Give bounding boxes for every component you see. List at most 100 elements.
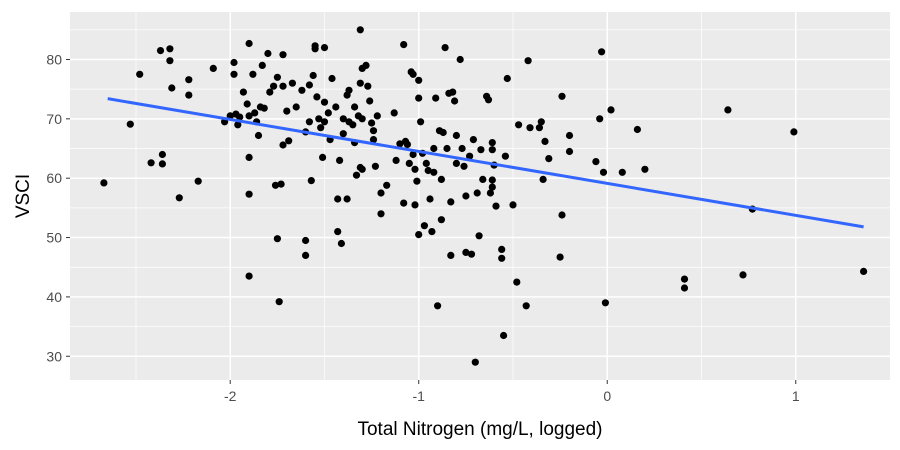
data-point bbox=[158, 150, 166, 159]
data-point bbox=[449, 88, 457, 96]
x-tick-label: 0 bbox=[603, 388, 611, 404]
data-point bbox=[426, 195, 434, 203]
data-point bbox=[539, 175, 547, 183]
y-tick-label: 70 bbox=[46, 111, 62, 127]
data-point bbox=[467, 250, 476, 258]
data-point bbox=[411, 165, 419, 173]
data-point bbox=[409, 70, 417, 78]
data-point bbox=[437, 216, 445, 224]
data-point bbox=[328, 74, 336, 83]
data-point bbox=[558, 92, 566, 100]
data-point bbox=[541, 137, 549, 145]
data-point bbox=[298, 86, 306, 94]
data-point bbox=[526, 124, 534, 132]
data-point bbox=[396, 140, 404, 148]
data-point bbox=[545, 155, 553, 163]
data-point bbox=[680, 275, 689, 283]
data-point bbox=[565, 147, 574, 156]
data-point bbox=[245, 39, 253, 48]
data-point bbox=[185, 91, 193, 99]
x-axis-title: Total Nitrogen (mg/L, logged) bbox=[357, 419, 602, 440]
data-point bbox=[462, 192, 470, 200]
trend-line bbox=[107, 97, 864, 229]
data-point bbox=[447, 198, 455, 206]
data-point bbox=[249, 70, 257, 78]
data-point bbox=[415, 76, 423, 84]
y-tick-label: 30 bbox=[46, 348, 62, 364]
data-point bbox=[415, 94, 423, 102]
data-point bbox=[279, 141, 287, 149]
data-point bbox=[403, 140, 411, 148]
data-point bbox=[320, 44, 329, 52]
data-point bbox=[462, 248, 470, 256]
data-point bbox=[556, 253, 564, 261]
data-point bbox=[432, 94, 440, 102]
data-point bbox=[486, 189, 494, 197]
data-point bbox=[270, 82, 278, 90]
data-point bbox=[415, 231, 423, 239]
data-point bbox=[509, 201, 517, 209]
data-point bbox=[368, 119, 376, 127]
data-point bbox=[458, 144, 466, 153]
data-point bbox=[724, 106, 732, 114]
data-point bbox=[537, 118, 545, 126]
data-point bbox=[243, 100, 251, 108]
panel-background bbox=[70, 12, 890, 380]
data-point bbox=[351, 103, 359, 111]
data-point bbox=[498, 245, 506, 253]
data-point bbox=[260, 104, 268, 112]
data-point bbox=[305, 118, 313, 126]
data-point bbox=[315, 115, 323, 123]
data-point bbox=[185, 76, 193, 84]
data-point bbox=[524, 57, 532, 65]
data-point bbox=[477, 146, 485, 154]
data-point bbox=[168, 84, 176, 92]
data-point bbox=[356, 79, 364, 87]
data-point bbox=[273, 235, 281, 243]
y-tick-label: 40 bbox=[46, 289, 62, 305]
data-point bbox=[369, 136, 378, 144]
data-point bbox=[618, 168, 626, 176]
data-point bbox=[413, 177, 421, 185]
data-point bbox=[471, 358, 479, 366]
data-point bbox=[447, 251, 455, 259]
data-point bbox=[292, 103, 300, 111]
y-axis-title: VSCI bbox=[13, 174, 34, 218]
data-point bbox=[245, 272, 253, 280]
data-point bbox=[239, 88, 247, 96]
data-point bbox=[337, 239, 345, 248]
data-point bbox=[283, 107, 291, 115]
data-point bbox=[452, 159, 460, 167]
data-point bbox=[319, 153, 327, 161]
data-point bbox=[364, 82, 372, 90]
data-point bbox=[515, 121, 523, 129]
data-point bbox=[492, 202, 500, 210]
data-point bbox=[254, 131, 263, 140]
data-point bbox=[383, 181, 391, 189]
data-point bbox=[452, 131, 460, 140]
data-point bbox=[230, 58, 238, 67]
data-point bbox=[739, 271, 747, 279]
data-point bbox=[392, 156, 400, 164]
data-point bbox=[334, 195, 342, 203]
data-point bbox=[349, 121, 357, 129]
y-tick-label: 50 bbox=[46, 230, 62, 246]
data-point bbox=[430, 168, 438, 176]
data-point bbox=[501, 152, 509, 160]
data-point bbox=[373, 112, 381, 120]
data-point bbox=[460, 162, 468, 170]
data-point bbox=[275, 298, 283, 306]
data-point bbox=[230, 70, 238, 78]
data-point bbox=[599, 168, 608, 176]
y-axis-ticks: 30 40 50 60 70 80 bbox=[46, 51, 70, 364]
data-point bbox=[601, 299, 610, 307]
data-point bbox=[488, 183, 496, 191]
data-point bbox=[422, 159, 430, 167]
data-point bbox=[633, 125, 642, 134]
data-point bbox=[339, 130, 347, 138]
data-point bbox=[439, 128, 447, 137]
data-point bbox=[596, 115, 604, 123]
data-point bbox=[136, 70, 144, 78]
data-point bbox=[320, 118, 329, 126]
